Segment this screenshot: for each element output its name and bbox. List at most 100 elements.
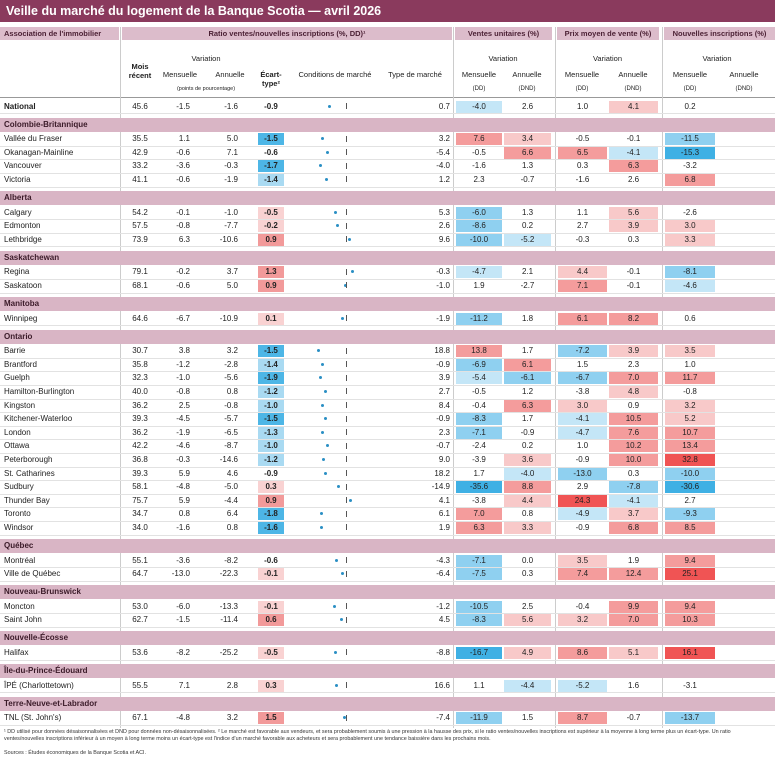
table-cell: -6.5 bbox=[224, 427, 238, 437]
table-cell: -0.1 bbox=[626, 280, 641, 290]
table-cell: 0.9 bbox=[258, 233, 284, 246]
row-rule bbox=[0, 232, 775, 234]
table-cell: 8.7 bbox=[558, 712, 607, 725]
table-cell: 42.2 bbox=[132, 441, 148, 451]
table-cell: -13.3 bbox=[219, 601, 238, 611]
table-cell: -4.6 bbox=[176, 441, 190, 451]
table-cell: 3.6 bbox=[504, 453, 551, 466]
table-cell: 24.3 bbox=[558, 494, 607, 507]
condition-line bbox=[346, 483, 347, 490]
row-rule bbox=[0, 613, 775, 615]
table-cell: 4.1 bbox=[609, 100, 658, 113]
table-cell: -1.6 bbox=[224, 101, 238, 111]
table-cell: 3.0 bbox=[665, 220, 715, 233]
row-rule bbox=[0, 580, 775, 582]
table-cell: -1.8 bbox=[258, 508, 284, 521]
table-cell: -3.9 bbox=[472, 454, 486, 464]
table-cell: -0.8 bbox=[176, 221, 190, 231]
row-label: Montréal bbox=[4, 555, 36, 565]
row-rule bbox=[0, 480, 775, 482]
row-label: Saskatoon bbox=[4, 280, 42, 290]
table-cell: 6.6 bbox=[504, 146, 551, 159]
table-cell: -1.4 bbox=[258, 173, 284, 186]
table-cell: -0.9 bbox=[436, 359, 450, 369]
condition-line bbox=[346, 682, 347, 688]
table-cell: 9.4 bbox=[665, 554, 715, 567]
table-cell: 55.5 bbox=[132, 680, 148, 690]
header-label: (DND) bbox=[518, 86, 536, 92]
table-cell: 18.8 bbox=[434, 346, 450, 356]
row-label: Vancouver bbox=[4, 161, 42, 171]
table-cell: -6.1 bbox=[504, 372, 551, 385]
table-cell: 45.6 bbox=[132, 101, 148, 111]
table-cell: -1.9 bbox=[436, 313, 450, 323]
table-cell: 3.2 bbox=[558, 614, 607, 627]
table-cell: -13.7 bbox=[665, 712, 715, 725]
table-cell: -4.1 bbox=[609, 494, 658, 507]
header-label: Annuelle bbox=[215, 70, 245, 79]
table-cell: -0.1 bbox=[176, 207, 190, 217]
table-cell: 9.9 bbox=[609, 600, 658, 613]
row-rule bbox=[0, 186, 775, 188]
table-cell: 1.8 bbox=[521, 313, 534, 323]
table-cell: 7.1 bbox=[178, 680, 190, 690]
table-cell: -5.7 bbox=[224, 414, 238, 424]
table-cell: 7.1 bbox=[226, 147, 238, 157]
table-cell: -6.7 bbox=[176, 313, 190, 323]
table-cell: 0.3 bbox=[576, 161, 589, 171]
section-header: Ontario bbox=[0, 329, 775, 344]
footnote: Sources : Études économiques de la Banqu… bbox=[4, 750, 147, 757]
table-cell: 3.2 bbox=[665, 399, 715, 412]
table-cell: -0.1 bbox=[258, 568, 284, 581]
table-cell: -8.6 bbox=[456, 220, 502, 233]
table-cell: 1.2 bbox=[438, 174, 450, 184]
table-cell: -3.8 bbox=[575, 386, 590, 396]
table-cell: 2.7 bbox=[438, 386, 450, 396]
table-cell: 3.9 bbox=[609, 345, 658, 358]
table-cell: 1.1 bbox=[473, 680, 485, 690]
table-cell: -4.4 bbox=[224, 495, 238, 505]
table-cell: 3.3 bbox=[665, 233, 715, 246]
table-cell: 3.9 bbox=[438, 373, 450, 383]
condition-marker bbox=[319, 164, 323, 168]
condition-marker bbox=[326, 150, 330, 154]
table-cell: 1.7 bbox=[473, 468, 485, 478]
table-cell: -8.2 bbox=[176, 647, 190, 657]
table-cell: 1.5 bbox=[576, 359, 589, 369]
table-cell: -35.6 bbox=[456, 481, 502, 494]
section-header: Manitoba bbox=[0, 297, 775, 311]
row-rule bbox=[0, 425, 775, 427]
row-label: Saint John bbox=[4, 615, 42, 625]
table-cell: 0.6 bbox=[684, 313, 696, 323]
header-label: (DD) bbox=[472, 86, 486, 92]
table-cell: -10.0 bbox=[456, 233, 502, 246]
condition-marker bbox=[339, 618, 343, 622]
table-cell: 8.5 bbox=[665, 521, 715, 534]
table-cell: -3.1 bbox=[683, 680, 697, 690]
condition-marker bbox=[341, 316, 345, 320]
row-label: Toronto bbox=[4, 509, 31, 519]
condition-marker bbox=[333, 210, 337, 214]
condition-marker bbox=[324, 389, 327, 393]
table-cell: 4.4 bbox=[504, 494, 551, 507]
table-cell: -0.4 bbox=[472, 400, 486, 410]
table-cell: 2.3 bbox=[627, 359, 640, 369]
condition-line bbox=[346, 282, 347, 289]
table-cell: -6.4 bbox=[436, 569, 450, 579]
row-label: Victoria bbox=[4, 174, 31, 184]
row-label: Okanagan-Mainline bbox=[4, 147, 74, 157]
table-cell: -8.3 bbox=[456, 614, 502, 627]
table-cell: -0.8 bbox=[683, 386, 697, 396]
table-cell: 6.8 bbox=[665, 173, 715, 186]
row-rule bbox=[0, 412, 775, 414]
table-cell: 0.6 bbox=[258, 614, 284, 627]
row-label: Ottawa bbox=[4, 441, 30, 451]
condition-marker bbox=[327, 104, 331, 108]
table-cell: -1.6 bbox=[472, 161, 486, 171]
row-label: Calgary bbox=[4, 207, 32, 217]
condition-line bbox=[346, 268, 347, 275]
table-cell: 0.8 bbox=[178, 509, 190, 519]
table-cell: 7.0 bbox=[609, 372, 658, 385]
table-cell: 53.6 bbox=[132, 647, 148, 657]
table-cell: -8.1 bbox=[665, 266, 715, 279]
